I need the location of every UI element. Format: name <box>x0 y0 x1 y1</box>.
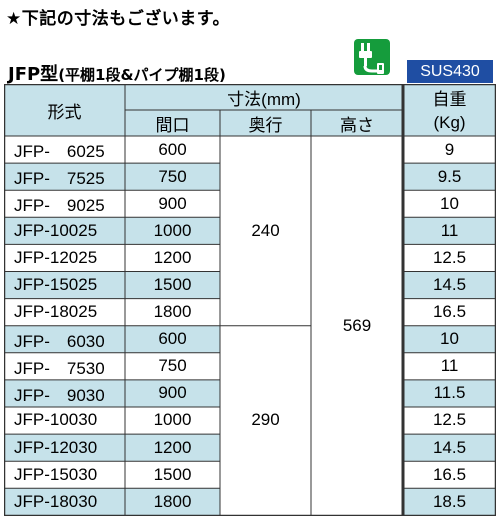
model-cell: JFP- 9025 <box>14 196 105 216</box>
width-cell: 750 <box>158 166 187 186</box>
model-cell: JFP-12025 <box>14 247 98 267</box>
header-weight-unit: (Kg) <box>433 113 466 132</box>
table-row: JFP-18030 1800 18.5 <box>4 488 496 515</box>
table-row: JFP- 7530 750 11 <box>4 353 496 380</box>
width-cell: 1200 <box>153 437 192 457</box>
row-stripe <box>403 379 496 407</box>
spec-grid: 形式 寸法(mm) 自重 間口 奥行 高さ (Kg) JFP- 6025 600 240 569 9 J… <box>4 84 496 515</box>
weight-cell: 11.5 <box>433 383 466 403</box>
model-cell: JFP-10025 <box>14 220 98 240</box>
row-stripe <box>4 379 220 407</box>
product-title: JFP型(平棚1段&パイプ棚1段) <box>8 60 226 86</box>
model-cell: JFP-18030 <box>14 491 98 511</box>
model-cell: JFP-15025 <box>14 275 98 295</box>
table-row: JFP- 9030 900 11.5 <box>4 380 496 407</box>
header-height: 高さ <box>340 115 374 135</box>
table-row: JFP-10025 1000 11 <box>4 217 496 244</box>
row-stripe <box>4 488 220 516</box>
weight-cell: 10 <box>440 329 459 349</box>
weight-cell: 11 <box>440 220 459 240</box>
width-cell: 600 <box>158 329 187 349</box>
width-cell: 750 <box>158 356 187 376</box>
table-row: JFP-10030 1000 12.5 <box>4 407 496 434</box>
weight-cell: 14.5 <box>432 437 467 457</box>
width-cell: 1000 <box>153 410 192 430</box>
header-weight: 自重 <box>432 89 467 109</box>
table-row: JFP- 6025 600 240 569 9 <box>4 136 496 335</box>
table-background <box>4 84 496 516</box>
weight-cell: 12.5 <box>432 247 467 267</box>
table-row: JFP-12025 1200 12.5 <box>4 244 496 271</box>
row-stripe <box>4 325 220 353</box>
width-cell: 1800 <box>153 491 192 511</box>
header-width: 間口 <box>155 115 190 135</box>
table-row: JFP-15030 1500 16.5 <box>4 461 496 488</box>
width-cell: 1800 <box>153 302 192 322</box>
note-text: ★下記の寸法もございます。 <box>6 9 231 29</box>
weight-cell: 16.5 <box>432 302 467 322</box>
width-cell: 1200 <box>153 247 192 267</box>
width-cell: 900 <box>158 383 187 403</box>
model-cell: JFP-12030 <box>14 437 98 457</box>
model-cell: JFP-10030 <box>14 410 98 430</box>
width-cell: 1500 <box>153 275 192 295</box>
table-row: JFP- 9025 900 10 <box>4 190 496 217</box>
model-cell: JFP- 9030 <box>14 385 105 405</box>
material-badge: SUS430 <box>407 60 493 83</box>
row-stripe <box>403 217 496 245</box>
height-cell: 569 <box>342 315 372 335</box>
row-stripe <box>4 434 220 462</box>
row-stripe <box>403 325 496 353</box>
header-row: 形式 寸法(mm) 自重 <box>4 84 496 122</box>
weight-cell: 10 <box>440 193 459 213</box>
weight-cell: 12.5 <box>432 410 467 430</box>
row-stripe <box>403 163 496 191</box>
row-stripe <box>403 271 496 299</box>
row-stripe <box>4 271 220 299</box>
model-cell: JFP- 7525 <box>14 169 105 189</box>
model-cell: JFP- 6025 <box>14 142 105 162</box>
model-cell: JFP-15030 <box>14 464 98 484</box>
depth-cell: 290 <box>251 410 280 430</box>
table-row: JFP-15025 1500 14.5 <box>4 271 496 298</box>
header-dimensions: 寸法(mm) <box>227 89 301 109</box>
table-row: JFP-12030 1200 14.5 <box>4 434 496 461</box>
width-cell: 1000 <box>153 220 192 240</box>
header-row: 間口 奥行 高さ (Kg) <box>4 110 496 136</box>
weight-cell: 14.5 <box>432 275 467 295</box>
table-row: JFP- 7525 750 9.5 <box>4 163 496 190</box>
table-row: JFP-18025 1800 16.5 <box>4 299 496 326</box>
header-depth: 奥行 <box>248 115 283 135</box>
row-stripe <box>403 488 496 516</box>
row-stripe <box>403 434 496 462</box>
weight-cell: 9 <box>444 139 455 159</box>
width-cell: 1500 <box>153 464 192 484</box>
header-model: 形式 <box>47 102 82 122</box>
product-title-sub: (平棚1段&パイプ棚1段) <box>58 66 226 84</box>
model-cell: JFP- 7530 <box>14 358 105 378</box>
weight-cell: 18.5 <box>432 491 467 511</box>
table-row: JFP- 6030 600 290 10 <box>4 326 496 429</box>
row-stripe <box>4 163 220 191</box>
model-cell: JFP- 6030 <box>14 331 105 351</box>
spec-table: 形式 寸法(mm) 自重 間口 奥行 高さ (Kg) JFP- 6025 600 240 569 9 J… <box>4 84 496 516</box>
width-cell: 600 <box>158 139 187 159</box>
weight-cell: 11 <box>440 356 459 376</box>
material-symbol-icon <box>354 39 390 75</box>
weight-cell: 9.5 <box>437 166 462 186</box>
product-title-main: JFP型 <box>8 64 59 85</box>
weight-cell: 16.5 <box>432 464 467 484</box>
model-cell: JFP-18025 <box>14 302 98 322</box>
row-stripe <box>4 217 220 245</box>
width-cell: 900 <box>158 193 187 213</box>
depth-cell: 240 <box>251 220 280 240</box>
